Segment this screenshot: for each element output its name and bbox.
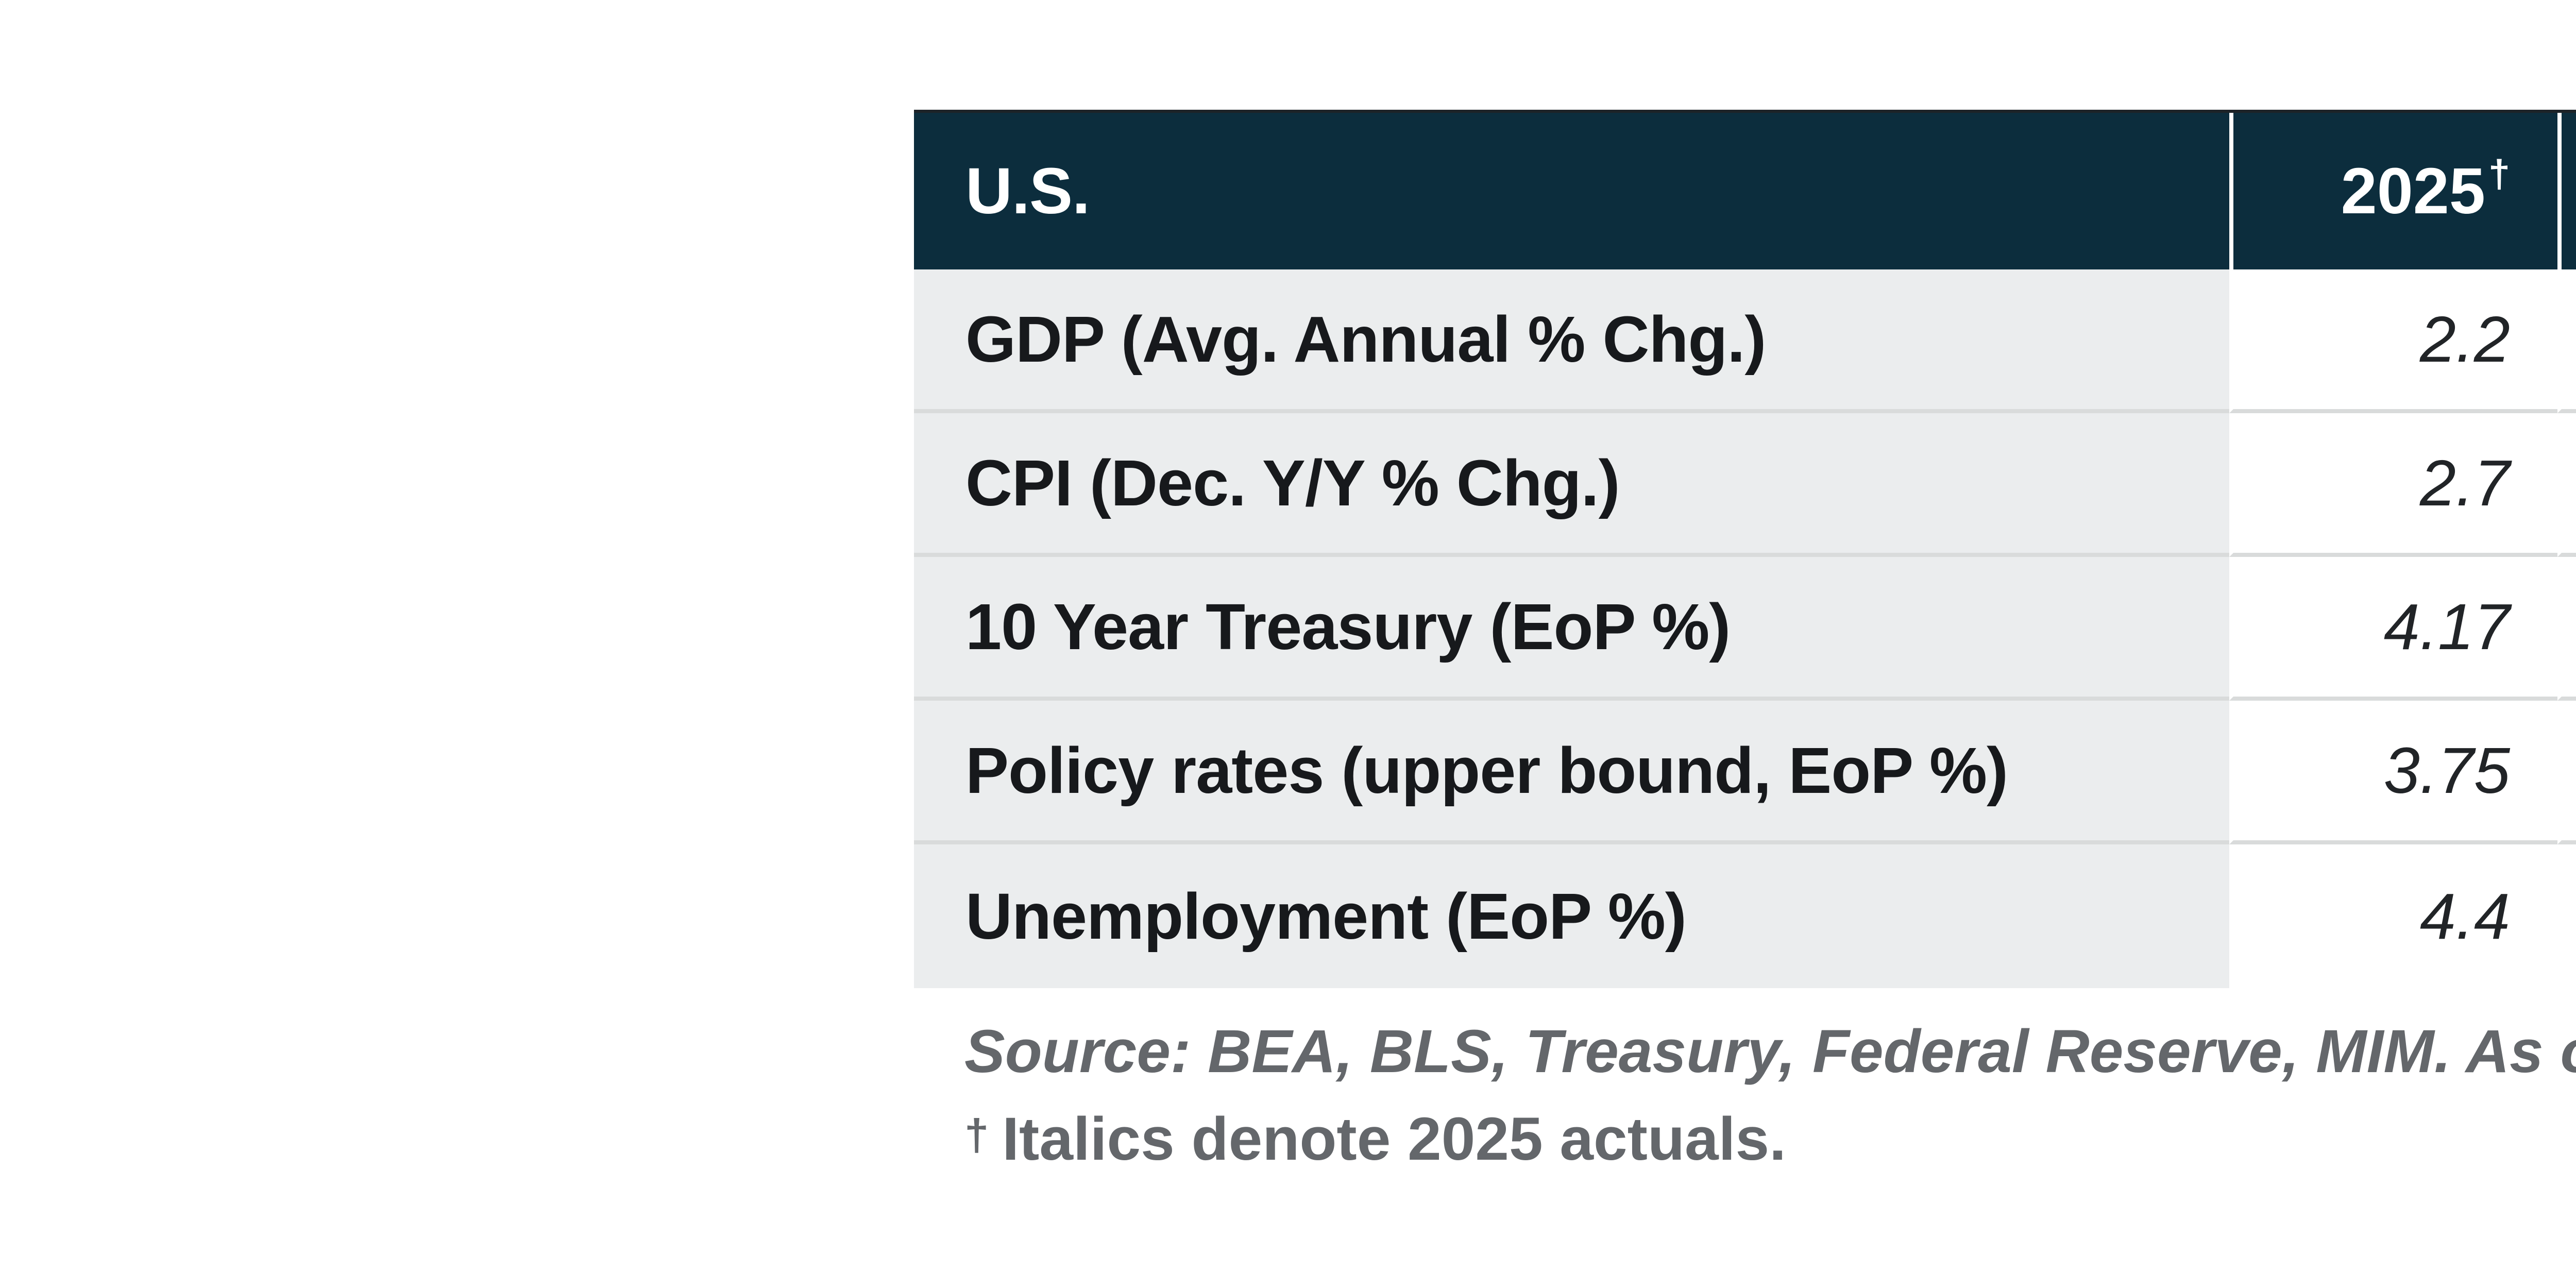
dagger-footnote: † Italics denote 2025 actuals. bbox=[964, 1109, 1786, 1170]
row-label: GDP (Avg. Annual % Chg.) bbox=[914, 269, 2229, 413]
table-row-unemployment: Unemployment (EoP %) 4.4 4.6 4.4 bbox=[914, 844, 2576, 988]
cell-value-2026: 2.6 bbox=[2557, 413, 2576, 557]
year-header-2025: 2025 † bbox=[2229, 113, 2557, 269]
cell-value-2026: 3.00 bbox=[2557, 701, 2576, 844]
us-economic-forecast-table: U.S. 2025† 2026 2027 GDP (Avg. Annual % … bbox=[914, 110, 2576, 988]
cell-value-2025: 2.7 bbox=[2229, 413, 2557, 557]
dagger-icon: † bbox=[2488, 152, 2510, 196]
year-header-2026: 2026 bbox=[2557, 113, 2576, 269]
table-row-policy-rates: Policy rates (upper bound, EoP %) 3.75 3… bbox=[914, 701, 2576, 844]
row-label: Policy rates (upper bound, EoP %) bbox=[914, 701, 2229, 844]
cell-value-2026: 4.6 bbox=[2557, 844, 2576, 988]
corner-label: U.S. bbox=[914, 113, 2229, 269]
dagger-icon: † bbox=[964, 1111, 989, 1160]
dagger-footnote-text: Italics denote 2025 actuals. bbox=[1002, 1105, 1786, 1173]
year-label-2025: 2025 bbox=[2341, 155, 2485, 227]
row-label: 10 Year Treasury (EoP %) bbox=[914, 557, 2229, 701]
cell-value-2026: 2.2 bbox=[2557, 269, 2576, 413]
cell-value-2025: 4.4 bbox=[2229, 844, 2557, 988]
source-note: Source: BEA, BLS, Treasury, Federal Rese… bbox=[964, 1018, 2576, 1086]
header-row: U.S. 2025† 2026 2027 bbox=[914, 110, 2576, 269]
table-row-cpi: CPI (Dec. Y/Y % Chg.) 2.7 2.6 2.3 bbox=[914, 413, 2576, 557]
cell-value-2026: 4.25 bbox=[2557, 557, 2576, 701]
cell-value-2025: 2.2 bbox=[2229, 269, 2557, 413]
table-row-gdp: GDP (Avg. Annual % Chg.) 2.2 2.2 2.3 bbox=[914, 269, 2576, 413]
table-row-treasury: 10 Year Treasury (EoP %) 4.17 4.25 4.25 bbox=[914, 557, 2576, 701]
cell-value-2025: 3.75 bbox=[2229, 701, 2557, 844]
row-label: Unemployment (EoP %) bbox=[914, 844, 2229, 988]
row-label: CPI (Dec. Y/Y % Chg.) bbox=[914, 413, 2229, 557]
cell-value-2025: 4.17 bbox=[2229, 557, 2557, 701]
